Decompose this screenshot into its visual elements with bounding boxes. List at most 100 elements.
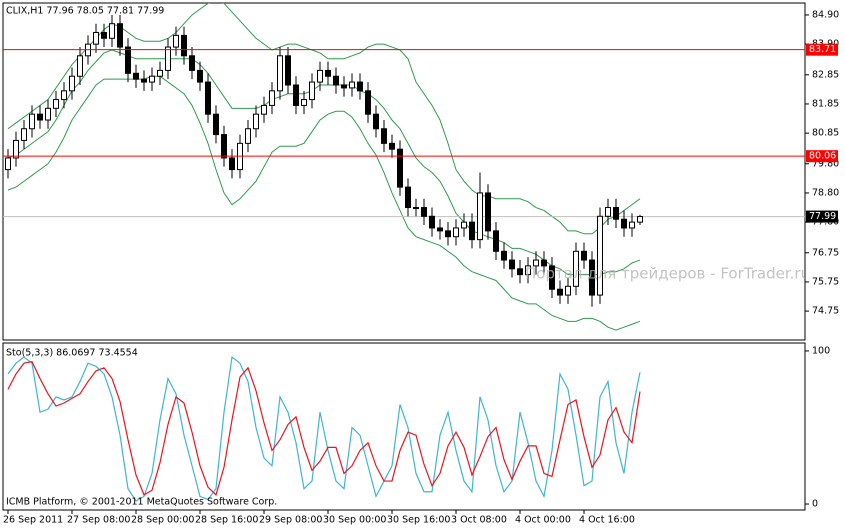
candle-body	[69, 75, 75, 92]
y-tick-label: 79.80	[812, 158, 839, 169]
candle-body	[301, 99, 307, 106]
candle-body	[381, 128, 387, 144]
candle-body	[93, 31, 99, 45]
x-tick-label: 3 Oct 08:00	[451, 515, 507, 526]
candle-body	[125, 46, 131, 74]
candle-body	[197, 69, 203, 83]
candle-body	[405, 186, 411, 209]
candle-body	[365, 90, 371, 115]
candle-body	[101, 31, 107, 39]
candle-body	[29, 113, 35, 130]
x-tick-label: 26 Sep 2011	[3, 515, 63, 526]
footer: ICMB Platform, © 2001-2011 MetaQuotes So…	[6, 497, 277, 508]
x-tick-label: 4 Oct 00:00	[515, 515, 571, 526]
candle-body	[637, 216, 643, 223]
candle-body	[613, 207, 619, 220]
candle-body	[525, 265, 531, 276]
candle-body	[333, 75, 339, 86]
candle-body	[205, 81, 211, 115]
candle-body	[477, 192, 483, 241]
candle-body	[245, 128, 251, 144]
candle-body	[349, 81, 355, 89]
candle-body	[53, 99, 59, 109]
candle-body	[269, 90, 275, 106]
candle-body	[461, 221, 467, 229]
level-label-box	[806, 43, 838, 56]
candle-body	[397, 148, 403, 188]
candle-body	[357, 81, 363, 92]
candle-body	[285, 55, 291, 86]
candle-body	[157, 69, 163, 77]
candle-body	[341, 84, 347, 89]
candle-body	[421, 207, 427, 217]
y-tick-label: 0	[812, 499, 818, 510]
y-tick-label: 81.85	[812, 98, 839, 109]
candle-body	[173, 34, 179, 48]
candle-body	[77, 55, 83, 77]
candle-body	[61, 90, 67, 101]
x-tick-label: 28 Sep 16:00	[195, 515, 258, 526]
candle-body	[413, 207, 419, 210]
candle-body	[181, 34, 187, 57]
x-tick-label: 29 Sep 08:00	[259, 515, 322, 526]
candle-body	[629, 221, 635, 229]
candle-body	[309, 81, 315, 101]
y-tick-label: 100	[812, 345, 830, 356]
candle-body	[581, 250, 587, 261]
y-tick-label: 82.85	[812, 69, 839, 80]
y-tick-label: 75.75	[812, 276, 839, 287]
candle-body	[253, 113, 259, 130]
last-price-box	[806, 210, 838, 223]
candle-body	[437, 227, 443, 232]
indicator-title: Sto(5,3,3) 86.0697 73.4554	[6, 348, 138, 359]
x-tick-label: 28 Sep 00:00	[131, 515, 194, 526]
x-tick-label: 4 Oct 16:00	[579, 515, 635, 526]
indicator-line	[7, 355, 641, 502]
x-tick-label: 30 Sep 00:00	[323, 515, 386, 526]
candle-body	[501, 250, 507, 261]
last-price-label: 77.99	[809, 211, 836, 222]
candle-body	[589, 259, 595, 296]
candle-body	[165, 46, 171, 71]
candle-body	[557, 288, 563, 296]
y-tick-label: 80.85	[812, 128, 839, 139]
candle-body	[389, 142, 395, 150]
candle-body	[549, 265, 555, 290]
candle-body	[213, 113, 219, 136]
candle-body	[533, 259, 539, 267]
candle-body	[13, 139, 19, 159]
candle-body	[317, 69, 323, 83]
stochastic-plot	[7, 355, 641, 502]
candle-body	[37, 113, 43, 121]
candle-body	[445, 230, 451, 238]
x-tick-label: 27 Sep 08:00	[67, 515, 130, 526]
candle-body	[189, 55, 195, 71]
candle-body	[469, 221, 475, 241]
candle-body	[565, 285, 571, 296]
level-label: 80.06	[809, 151, 836, 162]
candle-body	[325, 69, 331, 77]
candle-body	[605, 207, 611, 217]
candle-body	[261, 104, 267, 115]
candle-body	[429, 215, 435, 229]
candle-body	[141, 78, 147, 83]
main-plot: Портал для трейдеров - ForTrader.ru	[3, 3, 805, 331]
candle-body	[453, 227, 459, 238]
candle-body	[277, 55, 283, 92]
y-tick-label: 74.75	[812, 306, 839, 317]
candle-body	[109, 23, 115, 39]
candle-body	[229, 157, 235, 171]
candle-body	[621, 218, 627, 229]
candle-body	[149, 75, 155, 83]
candle-body	[221, 134, 227, 159]
x-tick-label: 30 Sep 16:00	[387, 515, 450, 526]
y-tick-label: 84.90	[812, 9, 839, 20]
candle-body	[293, 84, 299, 106]
candle-body	[485, 192, 491, 232]
candle-body	[509, 259, 515, 270]
candle-body	[117, 23, 123, 48]
candle-body	[21, 128, 27, 141]
candle-body	[45, 107, 51, 121]
indicator-line	[7, 360, 641, 496]
